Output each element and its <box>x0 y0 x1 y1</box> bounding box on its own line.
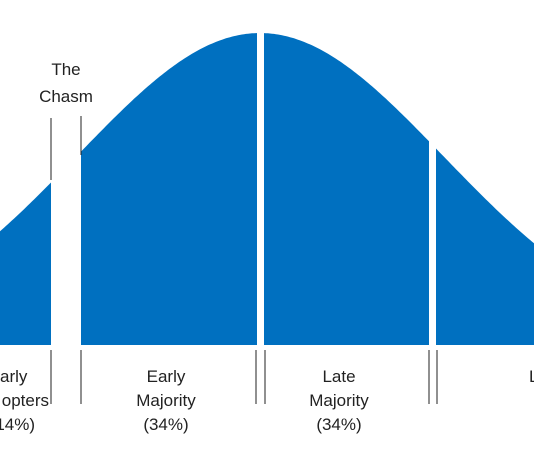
adoption-curve <box>0 33 534 345</box>
chasm-label: Chasm <box>39 87 93 106</box>
segment-label: Majority <box>136 391 196 410</box>
segment-label: Late <box>322 367 355 386</box>
chasm-gap <box>51 0 81 350</box>
segment-label: Majority <box>309 391 369 410</box>
segment-label: arly <box>0 367 28 386</box>
segment-gap <box>429 0 436 350</box>
dividers <box>50 350 438 404</box>
segment-label: (34%) <box>316 415 361 434</box>
segment-label: 14%) <box>0 415 35 434</box>
segment-label: (34%) <box>143 415 188 434</box>
segment-label: L <box>529 367 534 386</box>
chasm-label: The <box>51 60 80 79</box>
segment-label: Early <box>147 367 186 386</box>
segment-label: opters <box>2 391 49 410</box>
segment-gap <box>257 0 264 350</box>
